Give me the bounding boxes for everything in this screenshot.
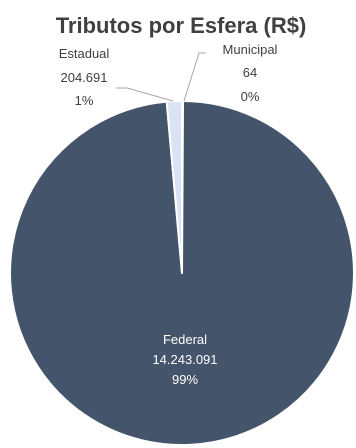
category-label-estadual: Estadual (59, 46, 110, 61)
chart-title: Tributos por Esfera (R$) (56, 13, 307, 38)
leader-line-estadual (116, 87, 174, 102)
value-label-municipal: 64 (243, 65, 257, 80)
pie-slices (9, 99, 355, 446)
data-label-federal: Federal 14.243.091 99% (152, 332, 217, 387)
leader-lines (116, 52, 206, 102)
leader-line-municipal (183, 52, 206, 102)
category-label-federal: Federal (163, 332, 207, 347)
percent-label-estadual: 1% (75, 93, 94, 108)
pie-slice-municipal (180, 99, 185, 274)
value-label-estadual: 204.691 (61, 70, 108, 85)
value-label-federal: 14.243.091 (152, 352, 217, 367)
percent-label-municipal: 0% (241, 89, 260, 104)
data-label-estadual: Estadual 204.691 1% (59, 46, 110, 108)
percent-label-federal: 99% (172, 372, 198, 387)
category-label-municipal: Municipal (223, 42, 278, 57)
data-label-municipal: Municipal 64 0% (223, 42, 278, 104)
